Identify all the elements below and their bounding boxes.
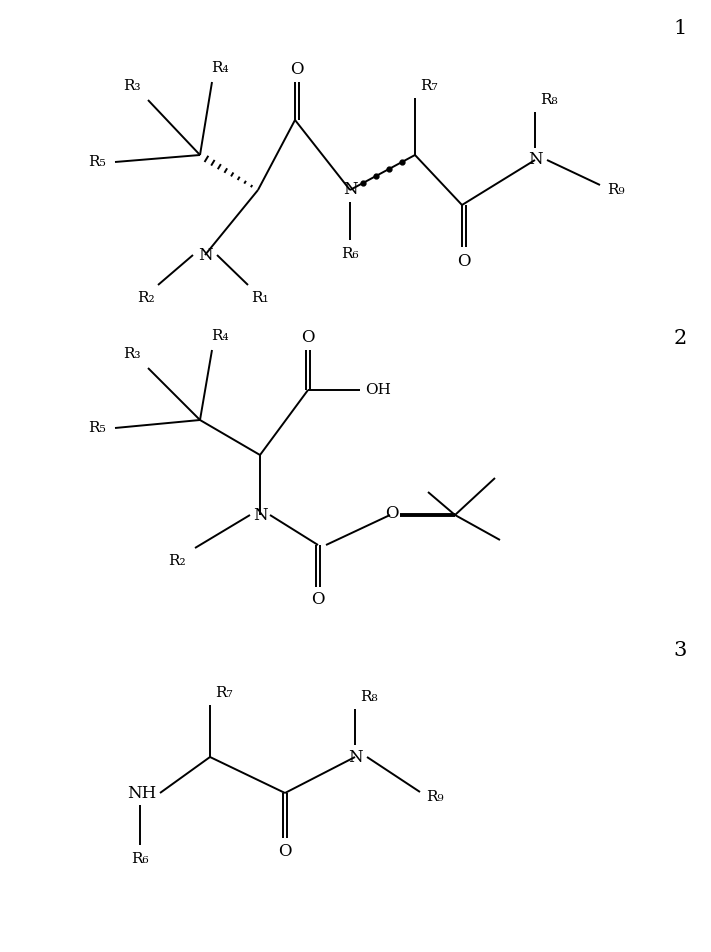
Text: 3: 3 [673, 641, 687, 660]
Text: O: O [457, 252, 471, 269]
Text: R₆: R₆ [132, 852, 149, 866]
Text: R₂: R₂ [137, 291, 155, 305]
Text: R₉: R₉ [426, 790, 444, 804]
Text: R₅: R₅ [88, 155, 106, 169]
Text: O: O [278, 843, 292, 861]
Text: 1: 1 [673, 18, 687, 37]
Text: N: N [343, 182, 358, 199]
Text: N: N [198, 247, 213, 264]
Text: OH: OH [365, 383, 391, 397]
Text: R₅: R₅ [88, 421, 106, 435]
Text: R₁: R₁ [251, 291, 269, 305]
Text: R₃: R₃ [123, 79, 141, 93]
Text: R₄: R₄ [211, 329, 229, 343]
Text: N: N [528, 151, 542, 169]
Text: 2: 2 [673, 328, 687, 347]
Text: O: O [385, 505, 399, 522]
Text: O: O [290, 61, 304, 77]
Text: O: O [311, 591, 325, 608]
Text: N: N [252, 506, 267, 524]
Text: R₈: R₈ [540, 93, 558, 107]
Text: O: O [301, 328, 315, 346]
Text: R₇: R₇ [215, 686, 232, 700]
Text: R₉: R₉ [607, 183, 625, 197]
Text: N: N [348, 748, 363, 765]
Text: R₈: R₈ [360, 690, 378, 704]
Text: R₆: R₆ [341, 247, 359, 261]
Text: R₄: R₄ [211, 61, 229, 75]
Text: R₂: R₂ [169, 554, 186, 568]
Text: R₃: R₃ [123, 347, 141, 361]
Text: NH: NH [127, 784, 156, 802]
Text: R₇: R₇ [420, 79, 438, 93]
